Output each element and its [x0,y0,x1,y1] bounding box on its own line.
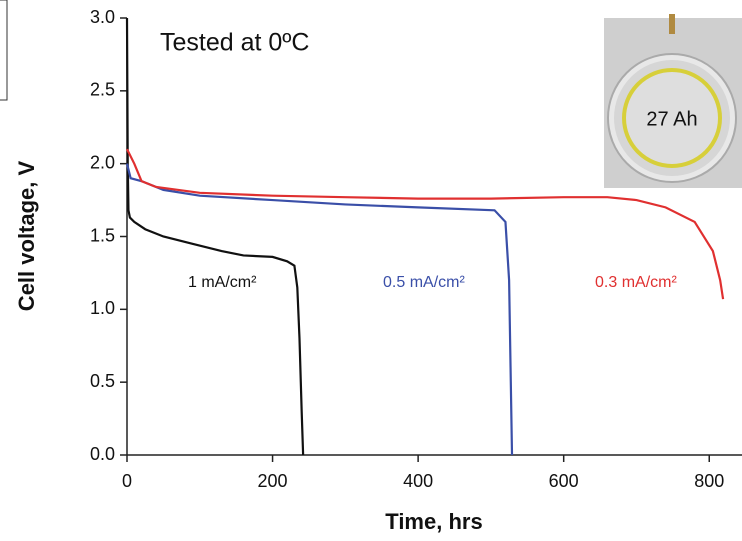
x-tick-label: 600 [549,471,579,491]
x-tick-label: 400 [403,471,433,491]
cell-ring [622,68,722,168]
x-tick-label: 800 [694,471,724,491]
y-tick-label: 3.0 [90,7,115,27]
x-tick-label: 0 [122,471,132,491]
y-tick-label: 0.5 [90,371,115,391]
y-tick-label: 2.5 [90,80,115,100]
y-tick-label: 0.0 [90,444,115,464]
series-label: 1 mA/cm² [188,274,257,291]
y-axis-title: Cell voltage, V [14,160,39,311]
x-axis-title: Time, hrs [385,509,482,534]
cropped-box [0,0,8,101]
y-tick-label: 1.0 [90,298,115,318]
series-line [126,148,725,300]
y-tick-label: 2.0 [90,152,115,172]
annotation: Tested at 0ºC [160,29,310,57]
tab [669,14,675,34]
series-label: 0.3 mA/cm² [595,274,677,291]
series-line [125,17,305,456]
inset-photo: 27 Ah [604,14,742,188]
inset-label: 27 Ah [646,108,697,130]
series-label: 0.5 mA/cm² [383,274,465,291]
y-tick-label: 1.5 [90,225,115,245]
series-line [125,163,514,456]
x-tick-label: 200 [258,471,288,491]
